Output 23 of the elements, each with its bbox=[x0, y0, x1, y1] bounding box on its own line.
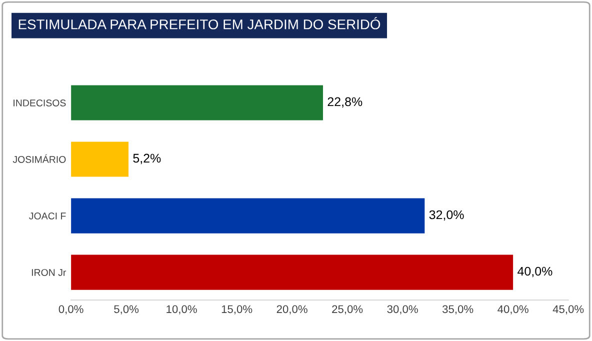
data-label: 5,2% bbox=[133, 154, 161, 164]
chart-title: ESTIMULADA PARA PREFEITO EM JARDIM DO SERIDÓ bbox=[18, 17, 380, 30]
x-tick-label: 30,0% bbox=[387, 305, 418, 314]
x-tick-label: 35,0% bbox=[442, 305, 474, 314]
data-label: 32,0% bbox=[429, 210, 464, 221]
x-tick-label: 10,0% bbox=[166, 305, 197, 314]
y-tick-label: INDECISOS bbox=[14, 100, 66, 106]
x-tick-label: 5,0% bbox=[114, 305, 139, 314]
x-tick-label: 20,0% bbox=[276, 305, 308, 314]
x-tick-label: 45,0% bbox=[552, 305, 584, 314]
y-tick-label: JOSIMÁRIO bbox=[12, 154, 66, 163]
bar bbox=[71, 85, 323, 120]
x-tick-label: 15,0% bbox=[222, 305, 252, 314]
x-tick-label: 40,0% bbox=[498, 305, 528, 314]
data-label: 40,0% bbox=[518, 266, 552, 278]
x-tick-label: 25,0% bbox=[332, 305, 363, 314]
bar bbox=[71, 142, 129, 177]
data-label: 22,8% bbox=[328, 97, 362, 108]
y-tick-label: IRON Jr bbox=[32, 269, 66, 276]
bar bbox=[71, 198, 425, 234]
y-tick-label: JOACI F bbox=[29, 212, 66, 220]
bar bbox=[71, 254, 514, 290]
x-tick-label: 0,0% bbox=[58, 305, 84, 314]
